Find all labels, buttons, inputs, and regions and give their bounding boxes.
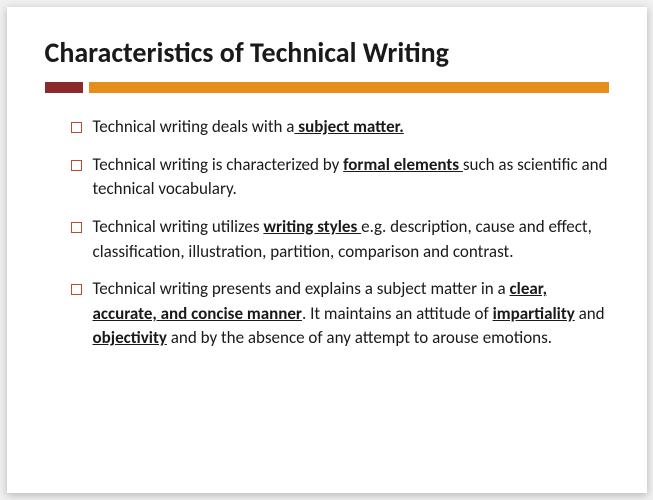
list-item: Technical writing is characterized by fo…: [71, 153, 609, 202]
bullet-text: . It maintains an attitude of: [302, 303, 493, 324]
list-item: Technical writing utilizes writing style…: [71, 215, 609, 264]
slide-title: Characteristics of Technical Writing: [45, 35, 609, 70]
slide: Characteristics of Technical Writing Tec…: [7, 7, 647, 493]
bullet-text: Technical writing utilizes: [93, 216, 264, 237]
bullet-emphasis: subject matter.: [294, 116, 403, 137]
bullet-text: and: [575, 303, 605, 324]
bullet-text: and by the absence of any attempt to aro…: [167, 327, 552, 348]
divider-accent: [45, 82, 83, 93]
bullet-emphasis: objectivity: [93, 327, 167, 348]
divider-main: [89, 82, 609, 93]
bullet-emphasis: formal elements: [343, 154, 463, 175]
list-item: Technical writing deals with a subject m…: [71, 115, 609, 140]
bullet-text: Technical writing presents and explains …: [93, 278, 510, 299]
bullet-text: Technical writing deals with a: [93, 116, 295, 137]
bullet-emphasis: writing styles: [263, 216, 361, 237]
bullet-emphasis: impartiality: [493, 303, 575, 324]
bullet-text: Technical writing is characterized by: [93, 154, 344, 175]
bullet-list: Technical writing deals with a subject m…: [45, 115, 609, 351]
list-item: Technical writing presents and explains …: [71, 277, 609, 351]
title-divider: [45, 82, 609, 93]
